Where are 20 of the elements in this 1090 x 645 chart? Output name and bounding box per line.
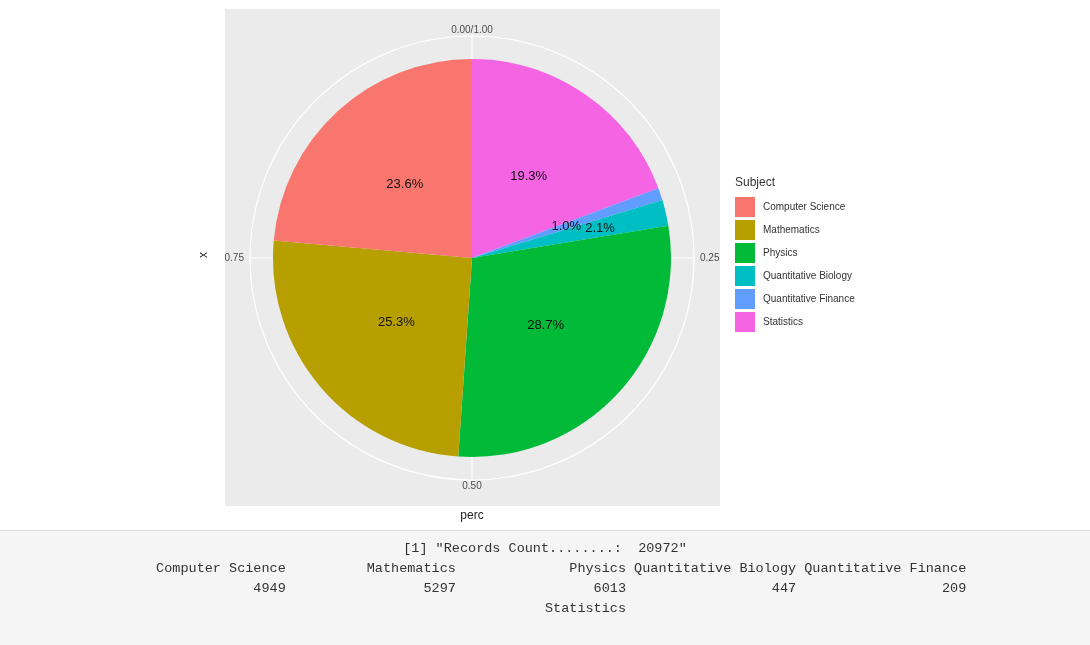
legend-label: Statistics <box>763 316 804 327</box>
text: perc <box>459 508 485 522</box>
data-label: 2.1% <box>585 219 616 235</box>
legend-title: Subject <box>735 175 777 189</box>
legend-label: Physics <box>763 247 798 258</box>
text: 0.25 <box>700 251 720 263</box>
legend-label: Computer Science <box>763 201 846 212</box>
text: 0.75 <box>224 251 245 263</box>
text: x <box>196 252 210 258</box>
legend-label: Mathematics <box>763 224 820 235</box>
text: [1] "Records Count........: 20972" Computer Science Mathematics Physics Quantitative Biology Quantitative Finance 4949 5297 6013 447 209 Statistics <box>155 540 968 618</box>
data-label: 19.3% <box>510 167 548 183</box>
text: 0.00/1.00 <box>451 23 494 35</box>
text: 0.50 <box>462 479 483 491</box>
data-label: 25.3% <box>377 314 416 330</box>
data-label: 1.0% <box>551 217 582 233</box>
legend-label: Quantitative Biology <box>763 270 852 281</box>
data-label: 28.7% <box>527 316 565 332</box>
data-label: 23.6% <box>386 176 424 192</box>
legend-label: Quantitative Finance <box>763 293 855 304</box>
